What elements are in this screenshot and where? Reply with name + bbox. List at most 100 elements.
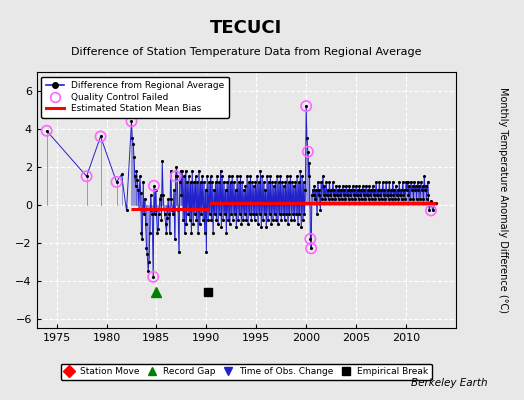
Point: [127, 118, 136, 124]
Point: [245, 179, 253, 185]
Point: [326, 192, 334, 198]
Point: [191, 211, 199, 218]
Point: [354, 196, 363, 202]
Point: [337, 196, 346, 202]
Point: [344, 196, 353, 202]
Point: [387, 186, 395, 193]
Point: [229, 217, 237, 223]
Point: [335, 182, 344, 189]
Point: [272, 217, 280, 223]
Point: [302, 103, 310, 109]
Point: [249, 211, 257, 218]
Point: [397, 186, 405, 193]
Point: [308, 192, 316, 198]
Point: [225, 220, 234, 227]
Point: [313, 211, 321, 218]
Point: [367, 186, 375, 193]
Point: [170, 236, 179, 242]
Point: [390, 186, 398, 193]
Point: [412, 196, 421, 202]
Point: [265, 211, 274, 218]
Point: [269, 217, 277, 223]
Point: [279, 182, 288, 189]
Point: [319, 173, 327, 180]
Point: [221, 211, 229, 218]
Point: [384, 186, 392, 193]
Point: [340, 186, 348, 193]
Point: [266, 173, 275, 180]
Point: [388, 196, 396, 202]
Point: [82, 173, 91, 180]
Point: [288, 179, 296, 185]
Point: [324, 186, 332, 193]
Point: [323, 192, 331, 198]
Point: [112, 179, 121, 185]
Point: [363, 192, 371, 198]
Point: [264, 217, 272, 223]
Point: [184, 211, 192, 218]
Point: [202, 249, 211, 255]
Point: [219, 217, 227, 223]
Point: [203, 173, 211, 180]
Point: [316, 207, 324, 214]
Point: [192, 217, 201, 223]
Point: [230, 179, 238, 185]
Point: [255, 179, 263, 185]
Point: [211, 211, 219, 218]
Point: [187, 230, 195, 236]
Point: [146, 230, 154, 236]
Point: [117, 171, 126, 178]
Point: [199, 217, 208, 223]
Point: [328, 196, 336, 202]
Point: [198, 173, 206, 180]
Point: [283, 173, 291, 180]
Point: [241, 182, 249, 189]
Point: [310, 182, 319, 189]
Point: [285, 211, 293, 218]
Point: [314, 192, 323, 198]
Point: [300, 211, 309, 218]
Point: [267, 220, 276, 227]
Point: [271, 179, 280, 185]
Point: [273, 173, 281, 180]
Point: [345, 182, 354, 189]
Point: [405, 182, 413, 189]
Point: [154, 226, 162, 232]
Point: [432, 200, 440, 206]
Point: [292, 211, 300, 218]
Point: [42, 128, 51, 134]
Point: [201, 230, 209, 236]
Point: [350, 186, 358, 193]
Point: [195, 168, 203, 174]
Legend: Station Move, Record Gap, Time of Obs. Change, Empirical Break: Station Move, Record Gap, Time of Obs. C…: [61, 364, 432, 380]
Point: [187, 179, 195, 185]
Point: [421, 186, 429, 193]
Point: [274, 220, 282, 227]
Point: [385, 179, 394, 185]
Point: [380, 186, 388, 193]
Point: [341, 196, 350, 202]
Point: [222, 230, 231, 236]
Point: [209, 230, 217, 236]
Point: [172, 164, 181, 170]
Point: [343, 192, 351, 198]
Point: [227, 211, 235, 218]
Point: [166, 230, 174, 236]
Point: [239, 186, 248, 193]
Point: [137, 230, 146, 236]
Point: [182, 220, 191, 227]
Point: [310, 192, 318, 198]
Point: [429, 207, 437, 214]
Point: [252, 179, 260, 185]
Point: [163, 215, 171, 221]
Point: [167, 168, 175, 174]
Point: [389, 192, 398, 198]
Point: [317, 179, 325, 185]
Point: [379, 192, 388, 198]
Point: [165, 211, 173, 218]
Point: [411, 186, 419, 193]
Text: Monthly Temperature Anomaly Difference (°C): Monthly Temperature Anomaly Difference (…: [498, 87, 508, 313]
Point: [350, 192, 358, 198]
Point: [160, 211, 169, 218]
Point: [130, 154, 138, 160]
